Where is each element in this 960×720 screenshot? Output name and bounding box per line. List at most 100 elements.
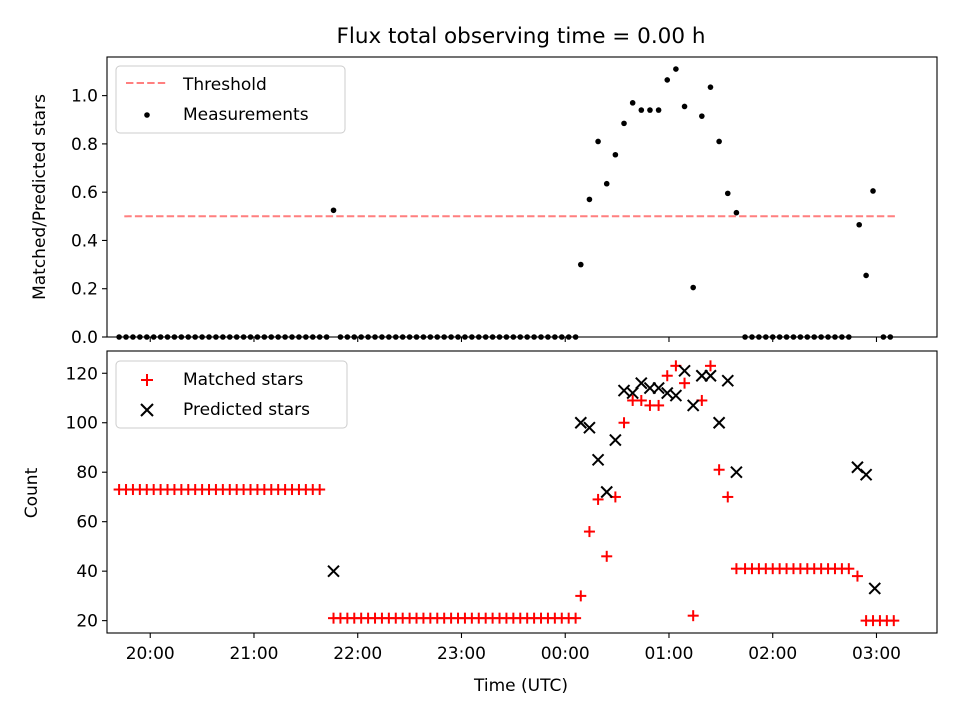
matched-star-point	[704, 360, 716, 372]
matched-star-point	[601, 550, 613, 562]
count-points	[113, 360, 900, 627]
y-tick-label: 120	[66, 364, 98, 384]
matched-star-point	[583, 526, 595, 538]
predicted-star-point	[600, 485, 613, 499]
matched-star-point	[635, 394, 647, 406]
measurement-points	[116, 66, 894, 340]
x-tick-label: 23:00	[437, 644, 486, 664]
matched-stars-legend-label: Matched stars	[183, 370, 303, 390]
predicted-star-point	[669, 389, 683, 402]
predicted-stars-legend-label: Predicted stars	[183, 400, 310, 420]
predicted-stars-legend-swatch	[140, 403, 154, 417]
predicted-star-point	[583, 421, 596, 434]
y-tick-label: 60	[76, 513, 98, 533]
measurement-point	[664, 77, 671, 83]
predicted-star-point	[591, 453, 605, 467]
x-tick-label: 02:00	[748, 644, 797, 664]
top-axes-frame	[106, 56, 938, 338]
matched-star-point	[851, 570, 863, 582]
matched-star-point	[575, 590, 587, 602]
measurement-point	[707, 84, 714, 90]
matched-star-point	[687, 610, 699, 622]
matched-star-point	[618, 417, 630, 429]
predicted-star-point	[686, 399, 700, 412]
bottom-axes-frame	[106, 350, 938, 634]
top-y-ticks: 0.0 0.2 0.4 0.6 0.8 1.0	[71, 87, 107, 348]
predicted-star-point	[327, 564, 340, 578]
bottom-legend-box	[115, 360, 348, 429]
matched-star-point	[722, 491, 734, 503]
measurement-point	[595, 138, 601, 145]
y-tick-label: 100	[66, 414, 98, 434]
matched-star-point	[661, 370, 673, 382]
predicted-star-point	[730, 466, 743, 479]
bottom-x-ticks: 20:00 21:00 22:00 23:00 00:00 01:00 02:00 03:00	[126, 633, 901, 664]
x-tick-label: 03:00	[852, 644, 901, 664]
predicted-star-point	[704, 369, 717, 382]
measurements-legend-label: Measurements	[183, 105, 309, 125]
measurement-point	[647, 107, 653, 113]
top-legend-box	[115, 65, 346, 134]
measurement-point	[724, 190, 731, 197]
measurement-point	[699, 113, 705, 119]
flux-ratio-panel: 0.0 0.2 0.4 0.6 0.8 1.0 Matched/Predicted sta…	[30, 56, 938, 348]
predicted-star-point	[652, 381, 665, 395]
measurement-point	[621, 120, 627, 127]
bottom-y-axis-label: Count	[22, 467, 42, 518]
measurement-point	[603, 180, 610, 187]
chart-title: Flux total observing time = 0.00 h	[337, 24, 706, 49]
measurement-point	[690, 284, 696, 291]
measurement-point	[330, 207, 337, 214]
measurement-point	[638, 107, 645, 113]
x-tick-label: 22:00	[333, 644, 382, 664]
predicted-star-point	[661, 386, 674, 400]
top-y-axis-label: Matched/Predicted stars	[30, 94, 50, 300]
x-tick-label: 21:00	[229, 644, 278, 664]
x-tick-label: 00:00	[541, 644, 590, 664]
counts-panel: 20 40 60 80 100 120 20:00 21:00 22:00 23:00 00:00…	[22, 350, 938, 696]
x-tick-label: 01:00	[644, 644, 693, 664]
top-x-ticks	[149, 337, 878, 342]
y-tick-label: 0.2	[71, 280, 98, 300]
predicted-star-point	[678, 364, 691, 377]
predicted-star-point	[626, 386, 639, 400]
measurement-point	[863, 272, 869, 279]
measurement-point	[673, 66, 679, 72]
y-tick-label: 0.4	[71, 231, 98, 251]
predicted-star-point	[721, 374, 734, 387]
matched-star-point	[314, 484, 326, 496]
matched-star-point	[888, 615, 900, 627]
threshold-legend-label: Threshold	[182, 75, 267, 95]
measurement-point	[681, 103, 688, 110]
y-tick-label: 80	[76, 463, 98, 483]
matched-star-point	[570, 612, 582, 624]
matched-star-point	[592, 493, 604, 505]
predicted-star-point	[712, 416, 726, 429]
measurement-point	[733, 209, 740, 216]
predicted-star-point	[574, 416, 587, 429]
predicted-star-point	[609, 433, 622, 447]
matched-star-point	[679, 377, 691, 389]
y-tick-label: 20	[76, 612, 98, 632]
matched-star-point	[653, 399, 665, 411]
measurements-legend-swatch	[144, 112, 150, 118]
measurement-point	[655, 107, 662, 113]
bottom-y-ticks: 20 40 60 80 100 120	[66, 364, 107, 632]
matched-star-point	[843, 563, 855, 575]
x-tick-label: 20:00	[126, 644, 175, 664]
y-tick-label: 40	[76, 562, 98, 582]
measurement-point	[612, 151, 619, 158]
y-tick-label: 0.0	[71, 328, 98, 348]
measurement-point	[577, 261, 584, 268]
measurement-point	[629, 100, 636, 106]
measurement-point	[586, 196, 593, 203]
y-tick-label: 1.0	[71, 87, 98, 107]
y-tick-label: 0.6	[71, 183, 98, 203]
x-axis-label: Time (UTC)	[473, 676, 568, 696]
predicted-star-point	[617, 384, 631, 397]
measurement-point	[870, 188, 876, 194]
predicted-star-point	[859, 468, 873, 481]
bottom-legend: Matched stars Predicted stars	[115, 360, 348, 429]
predicted-star-point	[868, 582, 881, 595]
